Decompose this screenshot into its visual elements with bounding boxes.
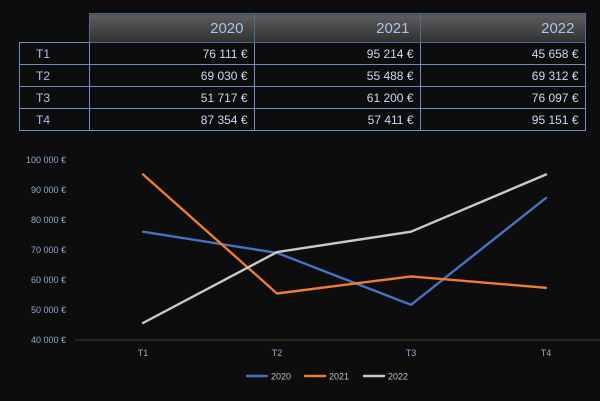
table-cell: 95 151 € <box>419 108 586 131</box>
y-tick-label: 50 000 € <box>31 305 66 315</box>
series-line-2022 <box>141 173 548 325</box>
column-header-2020: 2020 <box>88 13 255 43</box>
x-tick-label: T1 <box>138 348 149 358</box>
x-tick-label: T4 <box>541 348 552 358</box>
series-group <box>141 173 548 325</box>
legend: 2020 2021 2022 <box>245 372 408 382</box>
x-tick-label: T2 <box>272 348 283 358</box>
data-table: 2020 2021 2022 T1 76 111 € 95 214 € 45 6… <box>19 13 586 131</box>
table-header-row: 2020 2021 2022 <box>20 13 586 43</box>
series-line-2021 <box>141 173 548 295</box>
series-line-2020 <box>141 196 548 306</box>
table-row: T4 87 354 € 57 411 € 95 151 € <box>19 108 586 131</box>
y-tick-label: 90 000 € <box>31 185 66 195</box>
row-label: T1 <box>19 42 90 65</box>
legend-label-2021: 2021 <box>329 372 349 382</box>
x-tick-label: T3 <box>406 348 417 358</box>
table-cell: 55 488 € <box>253 64 421 87</box>
table-cell: 51 717 € <box>88 86 255 109</box>
table-cell: 45 658 € <box>419 42 586 65</box>
table-cell: 87 354 € <box>88 108 255 131</box>
legend-label-2022: 2022 <box>388 372 408 382</box>
y-axis: 40 000 € 50 000 € 60 000 € 70 000 € 80 000 €… <box>26 155 66 345</box>
y-tick-label: 80 000 € <box>31 215 66 225</box>
y-tick-label: 70 000 € <box>31 245 66 255</box>
y-tick-label: 100 000 € <box>26 155 66 165</box>
table-cell: 69 030 € <box>88 64 255 87</box>
y-tick-label: 40 000 € <box>31 335 66 345</box>
legend-label-2020: 2020 <box>271 372 291 382</box>
y-tick-label: 60 000 € <box>31 275 66 285</box>
table-row: T1 76 111 € 95 214 € 45 658 € <box>19 42 586 65</box>
x-axis: T1 T2 T3 T4 <box>138 348 552 358</box>
table-row: T2 69 030 € 55 488 € 69 312 € <box>19 64 586 87</box>
table-cell: 57 411 € <box>253 108 421 131</box>
